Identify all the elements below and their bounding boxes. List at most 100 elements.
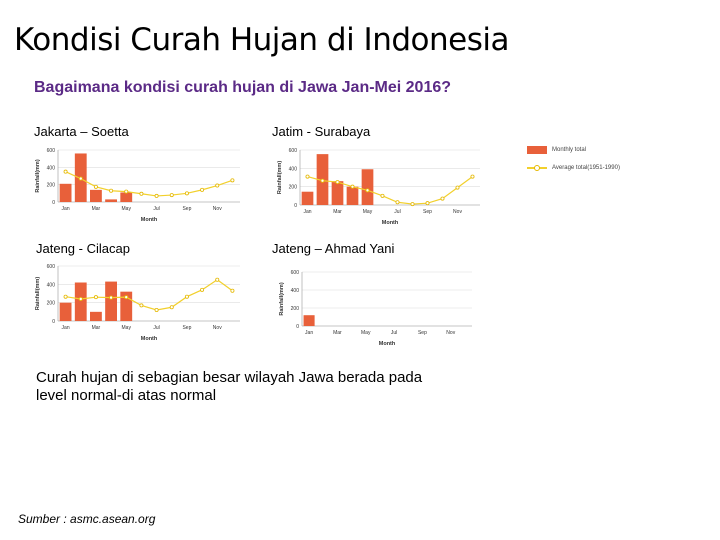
bar-jan [59,302,72,321]
bar-may [120,192,133,202]
chart-cilacap: 0 200 400 600 Rainfall(mm) Jan Mar May Jul Sep Nov… [35,264,240,342]
x-tick-label: Mar [92,325,101,331]
y-axis-label: Rainfall(mm) [279,282,285,315]
average-point-jun [380,193,385,198]
average-point-mar [93,184,98,189]
y-tick-label: 0 [294,203,297,209]
average-point-jul [154,308,159,313]
average-point-apr [109,295,114,300]
x-axis-label: Month [141,336,158,342]
x-tick-label: Jul [394,209,400,215]
average-point-sep [184,294,189,299]
x-tick-label: Nov [453,209,462,215]
x-tick-label: Sep [423,209,432,215]
panel-label-jakarta: Jakarta – Soetta [34,124,129,139]
legend-item-average: Average total(1951-1990) [527,164,620,172]
average-point-oct [440,196,445,201]
y-tick-label: 200 [291,306,300,312]
average-point-nov [455,185,460,190]
average-point-aug [169,193,174,198]
average-point-feb [78,297,83,302]
y-axis-label: Rainfall(mm) [35,159,41,192]
x-tick-label: Jan [62,206,70,212]
average-point-jan [63,169,68,174]
bar-jan [59,183,72,202]
x-axis-label: Month [141,217,158,223]
y-tick-label: 600 [289,148,298,154]
x-tick-label: Jul [391,330,397,336]
x-axis-label: Month [382,220,399,226]
x-tick-label: Jan [305,330,313,336]
average-point-may [365,188,370,193]
average-point-jun [139,303,144,308]
legend-item-monthly: Monthly total [527,146,586,154]
panel-label-surabaya: Jatim - Surabaya [272,124,371,139]
average-point-dec [470,174,475,179]
x-tick-label: Sep [182,206,191,212]
average-line [307,176,473,205]
average-point-dec [230,178,235,183]
average-point-jul [395,200,400,205]
bar-feb [74,282,87,321]
bar-apr [105,199,117,202]
legend-label-monthly: Monthly total [552,147,587,153]
chart-ahmad-yani: 0 200 400 600 Rainfall(mm) Jan Mar May Jul Sep Nov… [279,270,472,347]
chart-legend: Monthly total Average total(1951-1990) [527,146,647,176]
average-line [65,279,233,311]
average-point-oct [200,287,205,292]
x-tick-label: Mar [333,330,342,336]
average-point-jan [305,174,310,179]
y-tick-label: 0 [296,324,299,330]
bar-jan [303,315,315,326]
bar-mar [90,189,102,202]
y-tick-label: 400 [289,166,298,172]
panel-label-ahmad-yani: Jateng – Ahmad Yani [272,241,395,256]
y-tick-label: 400 [47,165,56,171]
y-axis-label: Rainfall(mm) [277,161,283,194]
x-tick-label: Jul [153,325,159,331]
average-point-feb [78,176,83,181]
x-tick-label: Jan [62,325,70,331]
x-tick-label: May [363,209,373,215]
x-tick-label: Nov [213,325,222,331]
x-tick-label: May [122,206,132,212]
average-point-feb [320,178,325,183]
bar-may [120,291,133,321]
x-axis-label: Month [379,341,396,347]
bar-apr [105,281,117,321]
bar-may [361,169,374,205]
average-point-jul [154,193,159,198]
y-axis-label: Rainfall(mm) [35,277,41,310]
average-point-nov [215,183,220,188]
y-tick-label: 0 [52,319,55,325]
average-point-may [124,295,129,300]
y-tick-label: 600 [47,264,56,270]
bar-mar [90,311,102,321]
x-tick-label: May [122,325,132,331]
bar-mar [331,181,344,205]
average-point-sep [184,191,189,196]
legend-swatch-bar [527,146,547,154]
x-tick-label: Mar [333,209,342,215]
y-tick-label: 400 [291,288,300,294]
average-point-aug [169,305,174,310]
average-point-dec [230,288,235,293]
average-point-oct [200,187,205,192]
y-tick-label: 600 [47,148,56,154]
legend-label-average: Average total(1951-1990) [552,165,620,171]
y-tick-label: 200 [47,301,56,307]
chart-surabaya: 0 200 400 600 Rainfall(mm) Jan Mar May Jul Sep Nov… [277,148,480,226]
x-tick-label: Sep [182,325,191,331]
summary-note: Curah hujan di sebagian besar wilayah Ja… [36,369,423,404]
y-tick-label: 600 [291,270,300,276]
x-tick-label: Mar [92,206,101,212]
average-point-sep [425,201,430,206]
average-point-aug [410,202,415,207]
bar-apr [346,186,359,205]
x-tick-label: Nov [446,330,455,336]
average-point-nov [215,277,220,282]
page-subtitle: Bagaimana kondisi curah hujan di Jawa Ja… [34,79,452,96]
x-tick-label: Sep [418,330,427,336]
average-line [65,171,233,197]
x-tick-label: Nov [213,206,222,212]
